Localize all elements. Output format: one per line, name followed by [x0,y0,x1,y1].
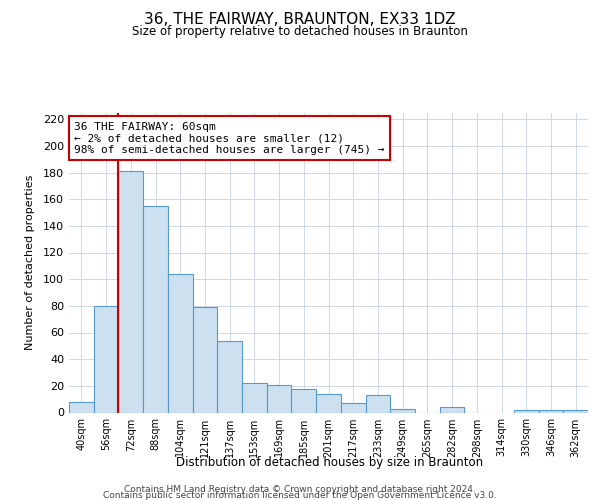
Text: 36 THE FAIRWAY: 60sqm
← 2% of detached houses are smaller (12)
98% of semi-detac: 36 THE FAIRWAY: 60sqm ← 2% of detached h… [74,122,385,154]
Bar [118,171,143,412]
Bar [341,403,365,412]
Bar [168,274,193,412]
Bar [69,402,94,412]
Bar [440,407,464,412]
Text: Contains public sector information licensed under the Open Government Licence v3: Contains public sector information licen… [103,491,497,500]
Text: 36, THE FAIRWAY, BRAUNTON, EX33 1DZ: 36, THE FAIRWAY, BRAUNTON, EX33 1DZ [144,12,456,28]
Bar [316,394,341,412]
Bar [292,388,316,412]
Bar [563,410,588,412]
Text: Size of property relative to detached houses in Braunton: Size of property relative to detached ho… [132,25,468,38]
Bar [390,408,415,412]
Bar [242,383,267,412]
Y-axis label: Number of detached properties: Number of detached properties [25,175,35,350]
Bar [94,306,118,412]
Text: Distribution of detached houses by size in Braunton: Distribution of detached houses by size … [176,456,484,469]
Bar [539,410,563,412]
Bar [143,206,168,412]
Bar [193,307,217,412]
Bar [514,410,539,412]
Bar [365,395,390,412]
Bar [267,384,292,412]
Bar [217,340,242,412]
Text: Contains HM Land Registry data © Crown copyright and database right 2024.: Contains HM Land Registry data © Crown c… [124,485,476,494]
